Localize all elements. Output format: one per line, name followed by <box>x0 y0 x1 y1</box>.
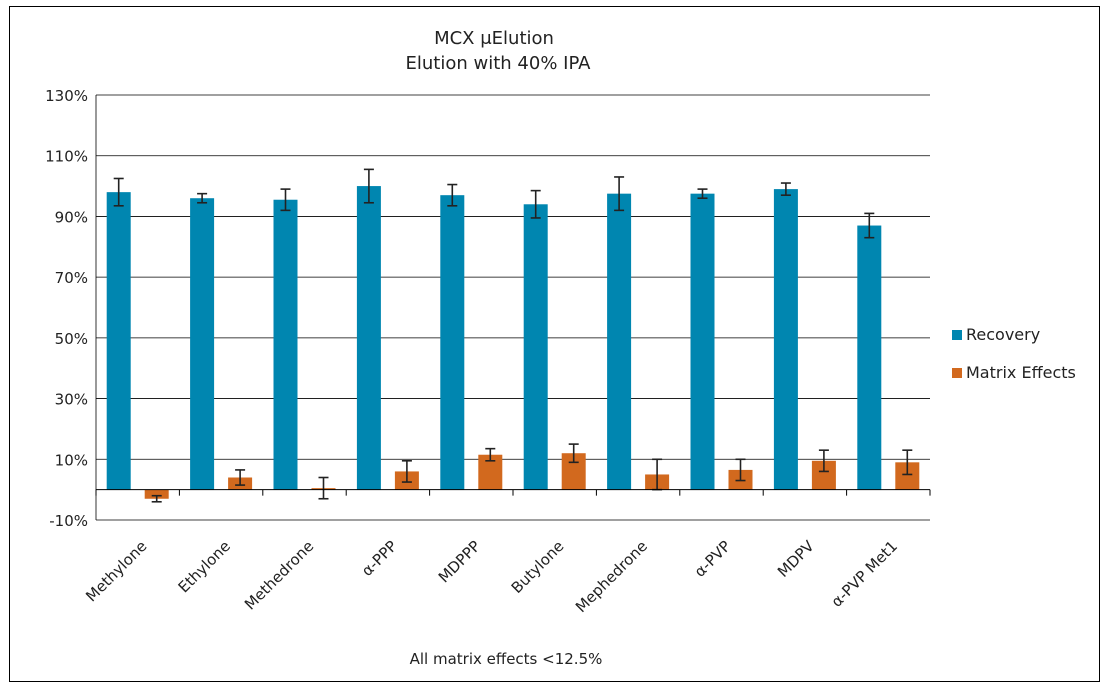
legend-label: Recovery <box>966 325 1040 344</box>
error-bars <box>113 168 913 503</box>
bar-recovery <box>273 199 298 490</box>
bar-recovery <box>190 198 215 490</box>
chart-annotation: All matrix effects <12.5% <box>410 650 603 668</box>
x-axis-labels: Methylone Ethylone Methedrone α-PPP MDPPP But… <box>82 537 901 616</box>
y-tick-label: 110% <box>45 148 88 166</box>
legend-swatch <box>952 368 962 378</box>
y-tick-label: -10% <box>49 512 88 530</box>
bar-recovery <box>106 192 131 490</box>
legend-label: Matrix Effects <box>966 363 1076 382</box>
bar-chart: MCX μElution Elution with 40% IPA 130% 11… <box>45 28 1076 668</box>
bar-recovery <box>523 204 548 490</box>
bar-recovery <box>690 193 715 490</box>
bar-recovery <box>440 195 465 490</box>
chart-subtitle: Elution with 40% IPA <box>406 53 592 74</box>
y-axis-ticks: 130% 110% 90% 70% 50% 30% 10% -10% <box>45 87 88 530</box>
chart-title: MCX μElution <box>434 28 554 49</box>
bar-recovery <box>607 193 632 490</box>
x-axis <box>95 489 931 496</box>
bar-recovery <box>773 189 798 490</box>
x-category-label: Methedrone <box>241 537 317 613</box>
y-tick-label: 130% <box>45 87 88 105</box>
legend: Recovery Matrix Effects <box>952 325 1076 382</box>
x-category-label: Butylone <box>508 537 568 597</box>
gridlines <box>95 94 930 521</box>
x-category-label: Ethylone <box>175 537 234 596</box>
y-tick-label: 50% <box>55 330 88 348</box>
bar-recovery <box>857 225 882 490</box>
x-category-label: α-PVP <box>691 537 735 581</box>
legend-swatch <box>952 330 962 340</box>
chart-frame: MCX μElution Elution with 40% IPA 130% 11… <box>9 6 1100 682</box>
y-tick-label: 70% <box>55 269 88 287</box>
x-category-label: Methylone <box>82 537 150 605</box>
x-category-label: α-PVP Met1 <box>828 537 902 611</box>
x-category-label: α-PPP <box>358 537 401 580</box>
y-tick-label: 90% <box>55 208 88 226</box>
y-tick-label: 30% <box>55 391 88 409</box>
bar-matrix-effects <box>144 489 169 499</box>
y-tick-label: 10% <box>55 451 88 469</box>
bars <box>106 186 920 499</box>
x-category-label: MDPV <box>774 537 818 581</box>
x-category-label: Mephedrone <box>572 537 651 616</box>
x-category-label: MDPPP <box>435 537 484 586</box>
bar-recovery <box>356 186 381 490</box>
